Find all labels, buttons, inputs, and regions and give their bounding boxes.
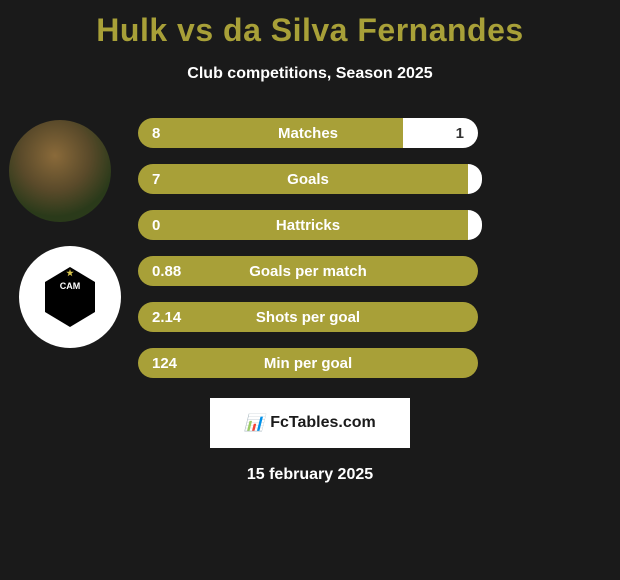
stat-row: 0.88Goals per match bbox=[138, 256, 620, 286]
club-badge-text: CAM bbox=[60, 281, 81, 291]
stat-row: 70Goals bbox=[138, 164, 620, 194]
subtitle: Club competitions, Season 2025 bbox=[0, 65, 620, 83]
footer-brand-text: FcTables.com bbox=[270, 414, 376, 432]
stat-row: 124Min per goal bbox=[138, 348, 620, 378]
footer-brand-box: 📊 FcTables.com bbox=[210, 398, 410, 448]
footer-date: 15 february 2025 bbox=[0, 466, 620, 484]
stat-bar-right: 0 bbox=[468, 164, 482, 194]
stat-row: 81Matches bbox=[138, 118, 620, 148]
content-area: CAM 81Matches 70Goals 00Hattricks 0.88Goals… bbox=[0, 118, 620, 378]
stat-bar-left: 7 bbox=[138, 164, 468, 194]
page-title: Hulk vs da Silva Fernandes bbox=[0, 0, 620, 49]
stat-row: 00Hattricks bbox=[138, 210, 620, 240]
player-avatar-2: CAM bbox=[19, 246, 121, 348]
stat-bar-left: 8 bbox=[138, 118, 403, 148]
stat-row: 2.14Shots per goal bbox=[138, 302, 620, 332]
stat-bar-right: 0 bbox=[468, 210, 482, 240]
stat-bar-left: 124 bbox=[138, 348, 478, 378]
stat-bar-left: 0 bbox=[138, 210, 468, 240]
footer-logo-icon: 📊 bbox=[244, 413, 264, 433]
stat-bar-right: 1 bbox=[403, 118, 478, 148]
stat-bar-left: 0.88 bbox=[138, 256, 478, 286]
club-badge-icon: CAM bbox=[45, 267, 95, 327]
stats-bars: 81Matches 70Goals 00Hattricks 0.88Goals per… bbox=[138, 118, 620, 378]
stat-bar-left: 2.14 bbox=[138, 302, 478, 332]
player-avatar-1 bbox=[9, 120, 111, 222]
